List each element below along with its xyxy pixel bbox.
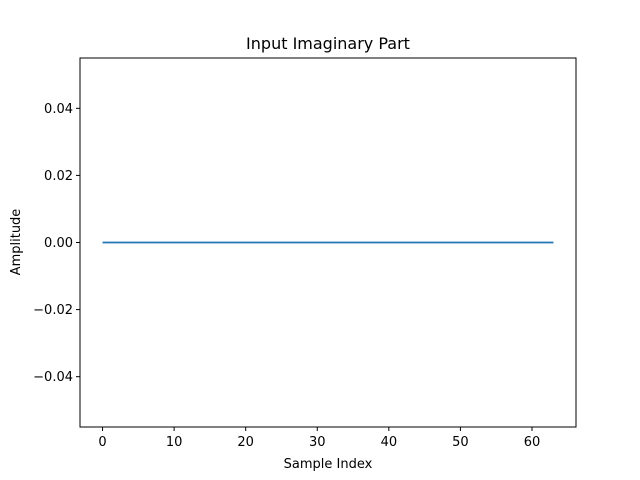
y-tick-label: 0.00: [44, 236, 73, 251]
x-tick-label: 0: [98, 435, 106, 450]
chart-title: Input Imaginary Part: [246, 34, 410, 53]
x-tick-label: 60: [524, 435, 541, 450]
x-axis: 0 10 20 30 40 50 60: [98, 427, 540, 450]
y-tick-label: 0.02: [44, 169, 73, 184]
y-axis: −0.04 −0.02 0.00 0.02 0.04: [33, 102, 80, 385]
x-axis-label: Sample Index: [284, 457, 373, 472]
x-tick-label: 20: [237, 435, 254, 450]
y-axis-label: Amplitude: [9, 209, 24, 276]
y-tick-label: −0.04: [33, 370, 73, 385]
x-tick-label: 40: [381, 435, 398, 450]
y-tick-label: −0.02: [33, 303, 73, 318]
y-tick-label: 0.04: [44, 102, 73, 117]
x-tick-label: 10: [166, 435, 183, 450]
x-tick-label: 50: [452, 435, 469, 450]
x-tick-label: 30: [309, 435, 326, 450]
